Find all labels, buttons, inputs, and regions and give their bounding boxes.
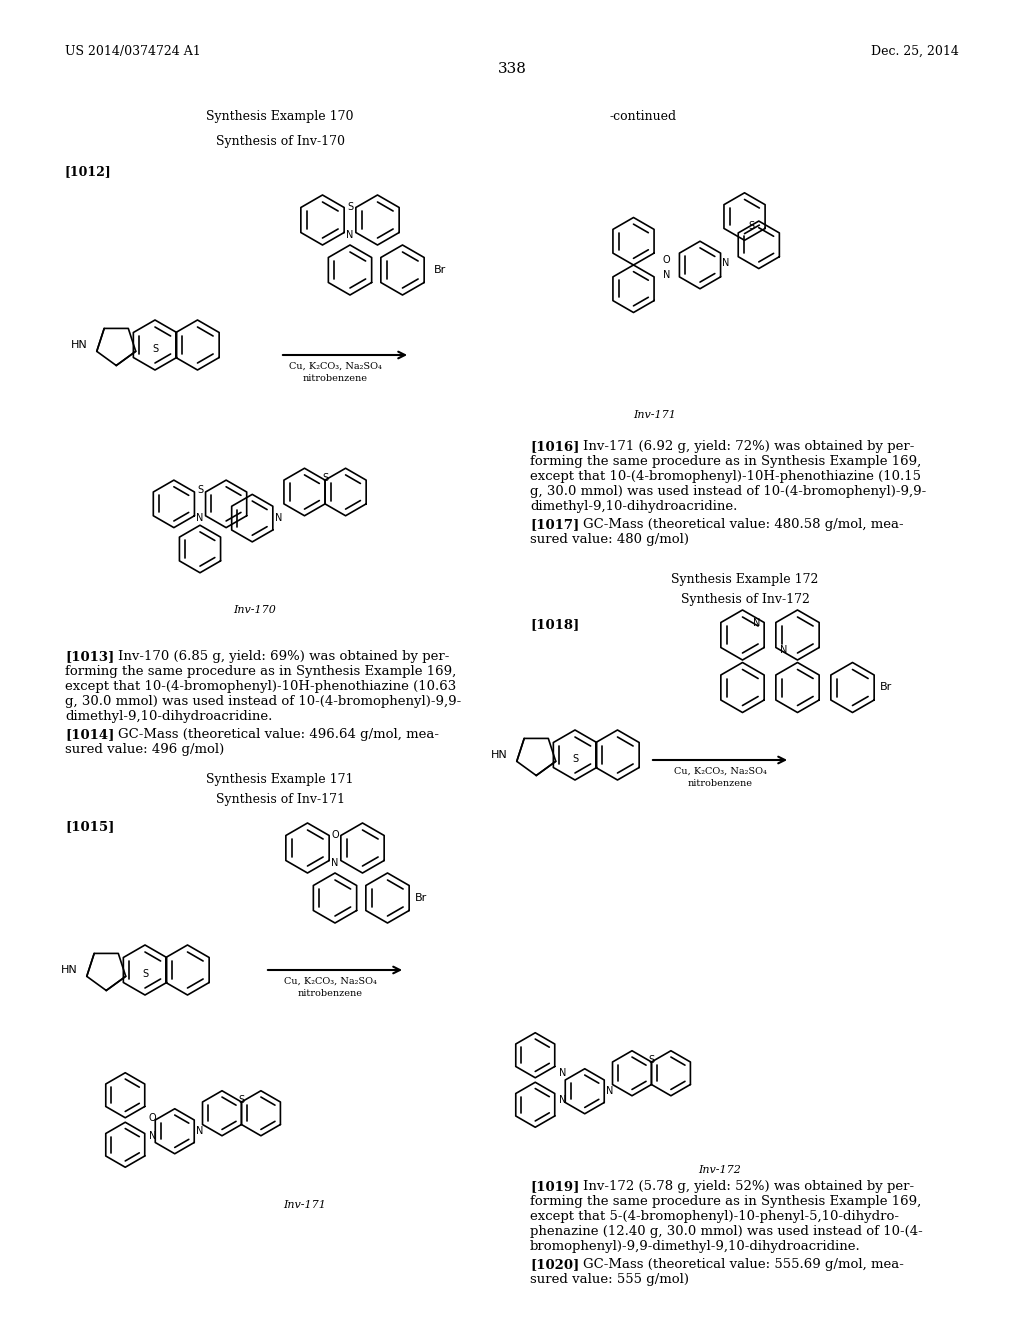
Text: forming the same procedure as in Synthesis Example 169,: forming the same procedure as in Synthes… xyxy=(530,455,922,469)
Text: g, 30.0 mmol) was used instead of 10-(4-bromophenyl)-9,9-: g, 30.0 mmol) was used instead of 10-(4-… xyxy=(530,484,927,498)
Text: sured value: 555 g/mol): sured value: 555 g/mol) xyxy=(530,1272,689,1286)
Text: N: N xyxy=(558,1096,566,1105)
Text: nitrobenzene: nitrobenzene xyxy=(302,374,368,383)
Text: Synthesis of Inv-172: Synthesis of Inv-172 xyxy=(681,593,809,606)
Text: forming the same procedure as in Synthesis Example 169,: forming the same procedure as in Synthes… xyxy=(65,665,457,678)
Text: N: N xyxy=(664,271,671,280)
Text: N: N xyxy=(346,230,353,240)
Text: S: S xyxy=(142,969,148,978)
Text: phenazine (12.40 g, 30.0 mmol) was used instead of 10-(4-: phenazine (12.40 g, 30.0 mmol) was used … xyxy=(530,1225,923,1238)
Text: [1019]: [1019] xyxy=(530,1180,580,1193)
Text: N: N xyxy=(197,513,204,523)
Text: S: S xyxy=(648,1055,654,1065)
Text: bromophenyl)-9,9-dimethyl-9,10-dihydroacridine.: bromophenyl)-9,9-dimethyl-9,10-dihydroac… xyxy=(530,1239,861,1253)
Text: forming the same procedure as in Synthesis Example 169,: forming the same procedure as in Synthes… xyxy=(530,1195,922,1208)
Text: except that 5-(4-bromophenyl)-10-phenyl-5,10-dihydro-: except that 5-(4-bromophenyl)-10-phenyl-… xyxy=(530,1210,899,1224)
Text: GC-Mass (theoretical value: 480.58 g/mol, mea-: GC-Mass (theoretical value: 480.58 g/mol… xyxy=(583,517,903,531)
Text: S: S xyxy=(197,484,203,495)
Text: Br: Br xyxy=(433,265,445,275)
Text: [1013]: [1013] xyxy=(65,649,115,663)
Text: Inv-170 (6.85 g, yield: 69%) was obtained by per-: Inv-170 (6.85 g, yield: 69%) was obtaine… xyxy=(118,649,450,663)
Text: S: S xyxy=(347,202,353,213)
Text: N: N xyxy=(332,858,339,869)
Text: HN: HN xyxy=(490,750,508,760)
Text: S: S xyxy=(239,1094,245,1105)
Text: Inv-171: Inv-171 xyxy=(284,1200,327,1210)
Text: N: N xyxy=(196,1126,203,1137)
Text: S: S xyxy=(323,473,329,483)
Text: [1015]: [1015] xyxy=(65,820,115,833)
Text: Synthesis of Inv-171: Synthesis of Inv-171 xyxy=(215,793,344,807)
Text: S: S xyxy=(152,343,158,354)
Text: 338: 338 xyxy=(498,62,526,77)
Text: sured value: 480 g/mol): sured value: 480 g/mol) xyxy=(530,533,689,546)
Text: Cu, K₂CO₃, Na₂SO₄: Cu, K₂CO₃, Na₂SO₄ xyxy=(289,362,381,371)
Text: GC-Mass (theoretical value: 555.69 g/mol, mea-: GC-Mass (theoretical value: 555.69 g/mol… xyxy=(583,1258,904,1271)
Text: Inv-171: Inv-171 xyxy=(634,411,677,420)
Text: Dec. 25, 2014: Dec. 25, 2014 xyxy=(871,45,959,58)
Text: N: N xyxy=(780,645,787,655)
Text: sured value: 496 g/mol): sured value: 496 g/mol) xyxy=(65,743,224,756)
Text: except that 10-(4-bromophenyl)-10H-phenothiazine (10.63: except that 10-(4-bromophenyl)-10H-pheno… xyxy=(65,680,457,693)
Text: Inv-172 (5.78 g, yield: 52%) was obtained by per-: Inv-172 (5.78 g, yield: 52%) was obtaine… xyxy=(583,1180,914,1193)
Text: Synthesis Example 170: Synthesis Example 170 xyxy=(206,110,353,123)
Text: Synthesis of Inv-170: Synthesis of Inv-170 xyxy=(215,135,344,148)
Text: [1016]: [1016] xyxy=(530,440,580,453)
Text: nitrobenzene: nitrobenzene xyxy=(687,779,753,788)
Text: HN: HN xyxy=(61,965,78,975)
Text: nitrobenzene: nitrobenzene xyxy=(298,989,362,998)
Text: N: N xyxy=(274,513,282,523)
Text: Br: Br xyxy=(415,894,427,903)
Text: O: O xyxy=(148,1113,156,1123)
Text: Inv-172: Inv-172 xyxy=(698,1166,741,1175)
Text: Cu, K₂CO₃, Na₂SO₄: Cu, K₂CO₃, Na₂SO₄ xyxy=(674,767,766,776)
Text: US 2014/0374724 A1: US 2014/0374724 A1 xyxy=(65,45,201,58)
Text: Synthesis Example 172: Synthesis Example 172 xyxy=(672,573,818,586)
Text: N: N xyxy=(606,1086,613,1096)
Text: [1020]: [1020] xyxy=(530,1258,580,1271)
Text: N: N xyxy=(558,1068,566,1078)
Text: Br: Br xyxy=(880,682,892,693)
Text: N: N xyxy=(753,618,760,627)
Text: [1018]: [1018] xyxy=(530,618,580,631)
Text: HN: HN xyxy=(71,341,88,350)
Text: [1012]: [1012] xyxy=(65,165,112,178)
Text: dimethyl-9,10-dihydroacridine.: dimethyl-9,10-dihydroacridine. xyxy=(65,710,272,723)
Text: O: O xyxy=(331,830,339,841)
Text: N: N xyxy=(148,1131,156,1140)
Text: O: O xyxy=(663,255,671,265)
Text: -continued: -continued xyxy=(610,110,677,123)
Text: dimethyl-9,10-dihydroacridine.: dimethyl-9,10-dihydroacridine. xyxy=(530,500,737,513)
Text: GC-Mass (theoretical value: 496.64 g/mol, mea-: GC-Mass (theoretical value: 496.64 g/mol… xyxy=(118,729,439,741)
Text: Inv-171 (6.92 g, yield: 72%) was obtained by per-: Inv-171 (6.92 g, yield: 72%) was obtaine… xyxy=(583,440,914,453)
Text: [1014]: [1014] xyxy=(65,729,115,741)
Text: g, 30.0 mmol) was used instead of 10-(4-bromophenyl)-9,9-: g, 30.0 mmol) was used instead of 10-(4-… xyxy=(65,696,461,708)
Text: S: S xyxy=(749,220,755,231)
Text: Synthesis Example 171: Synthesis Example 171 xyxy=(206,774,353,785)
Text: Inv-170: Inv-170 xyxy=(233,605,276,615)
Text: Cu, K₂CO₃, Na₂SO₄: Cu, K₂CO₃, Na₂SO₄ xyxy=(284,977,377,986)
Text: S: S xyxy=(572,754,579,764)
Text: except that 10-(4-bromophenyl)-10H-phenothiazine (10.15: except that 10-(4-bromophenyl)-10H-pheno… xyxy=(530,470,921,483)
Text: N: N xyxy=(723,257,730,268)
Text: [1017]: [1017] xyxy=(530,517,580,531)
